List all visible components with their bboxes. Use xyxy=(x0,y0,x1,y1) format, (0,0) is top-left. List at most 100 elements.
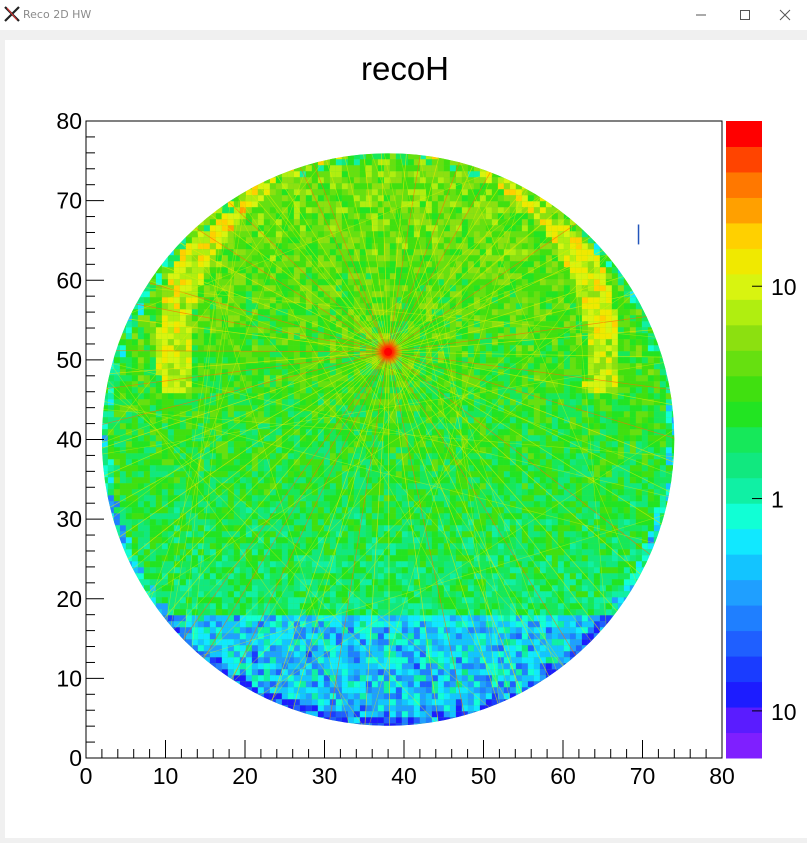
heatmap-cell xyxy=(401,345,408,352)
heatmap-cell xyxy=(659,435,666,442)
heatmap-cell xyxy=(521,279,528,286)
heatmap-cell xyxy=(431,399,438,406)
heatmap-cell xyxy=(425,459,432,466)
heatmap-cell xyxy=(503,291,510,298)
heatmap-cell xyxy=(203,249,210,256)
heatmap-cell xyxy=(113,399,120,406)
heatmap-cell xyxy=(563,483,570,490)
heatmap-cell xyxy=(569,411,576,418)
heatmap-cell xyxy=(377,423,384,430)
heatmap-cell xyxy=(611,357,618,364)
heatmap-cell xyxy=(419,261,426,268)
heatmap-cell xyxy=(209,417,216,424)
heatmap-cell xyxy=(305,453,312,460)
heatmap-cell xyxy=(587,345,594,352)
heatmap-cell xyxy=(443,237,450,244)
heatmap-cell xyxy=(119,435,126,442)
heatmap-cell xyxy=(539,489,546,496)
heatmap-cell xyxy=(515,177,522,184)
heatmap-cell xyxy=(455,201,462,208)
heatmap-cell xyxy=(539,399,546,406)
heatmap-cell xyxy=(269,351,276,358)
heatmap-cell xyxy=(449,201,456,208)
heatmap-cell xyxy=(665,417,672,424)
heatmap-cell xyxy=(341,297,348,304)
heatmap-cell xyxy=(413,159,420,166)
heatmap-cell xyxy=(305,261,312,268)
heatmap-cell xyxy=(587,249,594,256)
heatmap-cell xyxy=(197,429,204,436)
heatmap-cell xyxy=(323,177,330,184)
heatmap-cell xyxy=(659,513,666,520)
heatmap-cell xyxy=(389,165,396,172)
heatmap-cell xyxy=(305,183,312,190)
heatmap-cell xyxy=(347,315,354,322)
heatmap-cell xyxy=(653,339,660,346)
heatmap-cell xyxy=(575,345,582,352)
heatmap-cell xyxy=(431,159,438,166)
heatmap-cell xyxy=(647,453,654,460)
heatmap-cell xyxy=(599,291,606,298)
heatmap-cell xyxy=(551,333,558,340)
heatmap-cell xyxy=(191,423,198,430)
heatmap-chart[interactable]: recoH 0 10 20 30 40 50 60 70 80 0102030405060708… xyxy=(5,40,807,838)
heatmap-cell xyxy=(527,369,534,376)
heatmap-cell xyxy=(569,279,576,286)
heatmap-cell xyxy=(527,453,534,460)
heatmap-cell xyxy=(329,495,336,502)
heatmap-cell xyxy=(143,291,150,298)
heatmap-cell xyxy=(221,321,228,328)
heatmap-cell xyxy=(383,429,390,436)
heatmap-cell xyxy=(227,261,234,268)
heatmap-cell xyxy=(401,189,408,196)
heatmap-cell xyxy=(563,363,570,370)
heatmap-cell xyxy=(323,501,330,508)
heatmap-cell xyxy=(185,381,192,388)
heatmap-cell xyxy=(575,285,582,292)
heatmap-cell xyxy=(593,285,600,292)
heatmap-cell xyxy=(185,279,192,286)
heatmap-cell xyxy=(449,321,456,328)
heatmap-cell xyxy=(665,399,672,406)
heatmap-cell xyxy=(617,411,624,418)
heatmap-cell xyxy=(239,375,246,382)
heatmap-cell xyxy=(359,411,366,418)
heatmap-cell xyxy=(575,393,582,400)
heatmap-cell xyxy=(233,471,240,478)
minimize-button[interactable] xyxy=(679,0,723,30)
heatmap-cell xyxy=(455,159,462,166)
heatmap-cell xyxy=(605,249,612,256)
heatmap-cell xyxy=(533,441,540,448)
heatmap-cell xyxy=(569,447,576,454)
heatmap-cell xyxy=(431,393,438,400)
heatmap-cell xyxy=(617,345,624,352)
heatmap-cell xyxy=(329,435,336,442)
heatmap-cell xyxy=(251,465,258,472)
heatmap-cell xyxy=(467,213,474,220)
heatmap-cell xyxy=(431,213,438,220)
maximize-button[interactable] xyxy=(723,0,767,30)
heatmap-cell xyxy=(287,165,294,172)
heatmap-cell xyxy=(377,159,384,166)
heatmap-cell xyxy=(497,483,504,490)
heatmap-cell xyxy=(353,159,360,166)
heatmap-cell xyxy=(113,417,120,424)
root-canvas[interactable]: recoH 0 10 20 30 40 50 60 70 80 0 10 20 30 40 50 60 70 8… xyxy=(5,40,807,838)
heatmap-cell xyxy=(335,429,342,436)
heatmap-cell xyxy=(515,339,522,346)
heatmap-cell xyxy=(365,303,372,310)
heatmap-cell xyxy=(227,513,234,520)
close-button[interactable] xyxy=(763,0,807,30)
heatmap-cell xyxy=(563,411,570,418)
heatmap-cell xyxy=(509,441,516,448)
heatmap-cell xyxy=(497,435,504,442)
heatmap-cell xyxy=(515,255,522,262)
heatmap-cell xyxy=(263,411,270,418)
heatmap-cell xyxy=(623,339,630,346)
heatmap-cell xyxy=(137,333,144,340)
heatmap-cell xyxy=(275,177,282,184)
heatmap-cell xyxy=(575,501,582,508)
heatmap-cell xyxy=(149,381,156,388)
heatmap-cell xyxy=(449,291,456,298)
heatmap-cell xyxy=(155,513,162,520)
